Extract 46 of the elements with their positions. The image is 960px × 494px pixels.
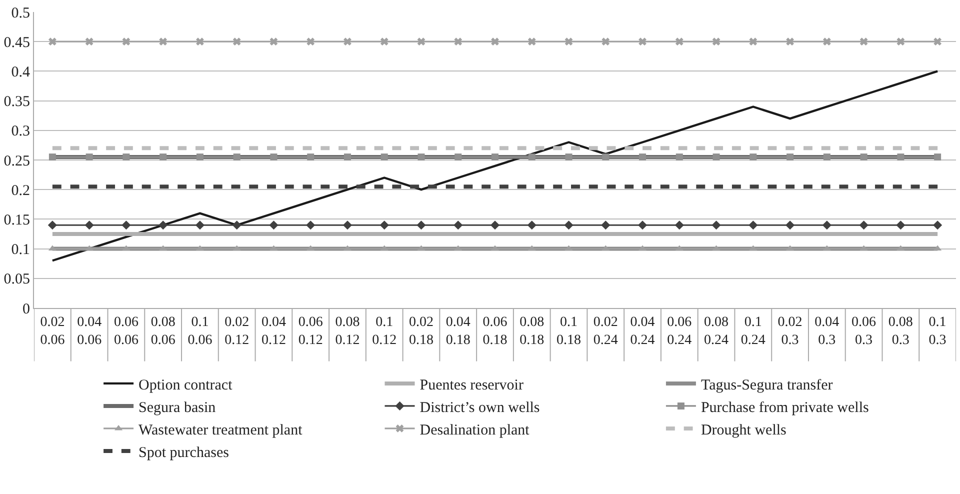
legend-label: Drought wells [700,422,787,438]
y-tick-label: 0.4 [11,64,30,80]
x-tick-label: 0.02 0.06 [40,314,65,348]
x-tick-label: 0.1 0.24 [740,314,766,348]
x-tick-label: 0.08 0.18 [520,314,544,348]
x-tick-label: 0.06 0.06 [114,314,138,348]
x-tick-label: 0.08 0.3 [888,314,913,348]
y-tick-label: 0.5 [11,5,30,22]
x-tick-label: 0.06 0.12 [298,314,323,348]
y-tick-label: 0 [22,301,30,318]
x-tick-label: 0.1 0.06 [188,314,212,348]
y-tick-label: 0.35 [4,94,30,110]
x-tick-label: 0.04 0.18 [446,314,470,348]
y-tick-label: 0.3 [11,124,30,140]
y-tick-label: 0.45 [4,34,30,51]
legend-label: Option contract [138,377,234,394]
x-tick-label: 0.04 0.12 [261,314,286,348]
x-tick-label: 0.04 0.3 [814,314,840,348]
x-tick-label: 0.08 0.12 [335,314,360,348]
x-tick-label: 0.06 0.24 [667,314,692,348]
legend-label: Spot purchases [138,444,230,461]
legend-label: Wastewater treatment plant [138,422,304,438]
x-tick-label: 0.06 0.3 [852,314,876,348]
x-tick-label: 0.02 0.3 [778,314,802,348]
x-tick-label: 0.1 0.12 [372,314,397,348]
x-tick-label: 0.02 0.18 [408,314,434,348]
y-tick-label: 0.25 [4,153,30,170]
y-tick-label: 0.1 [11,242,30,258]
y-tick-label: 0.05 [4,272,30,288]
legend-label: Segura basin [138,400,216,416]
x-tick-label: 0.02 0.12 [224,314,250,348]
x-tick-label: 0.04 0.24 [630,314,655,348]
x-tick-label: 0.06 0.18 [482,314,508,348]
x-tick-label: 0.02 0.24 [593,314,618,348]
legend-label: Puentes reservoir [420,377,524,394]
x-tick-label: 0.04 0.06 [77,314,102,348]
x-tick-label: 0.1 0.3 [928,314,946,348]
legend-label: Desalination plant [420,422,530,438]
x-tick-label: 0.1 0.18 [556,314,582,348]
legend-label: Tagus-Segura transfer [700,377,833,394]
x-tick-label: 0.08 0.24 [704,314,729,348]
y-tick-label: 0.15 [4,212,30,228]
legend-label: District’s own wells [420,400,540,416]
y-tick-label: 0.2 [11,182,30,199]
x-tick-label: 0.08 0.06 [150,314,176,348]
legend-label: Purchase from private wells [700,400,869,416]
